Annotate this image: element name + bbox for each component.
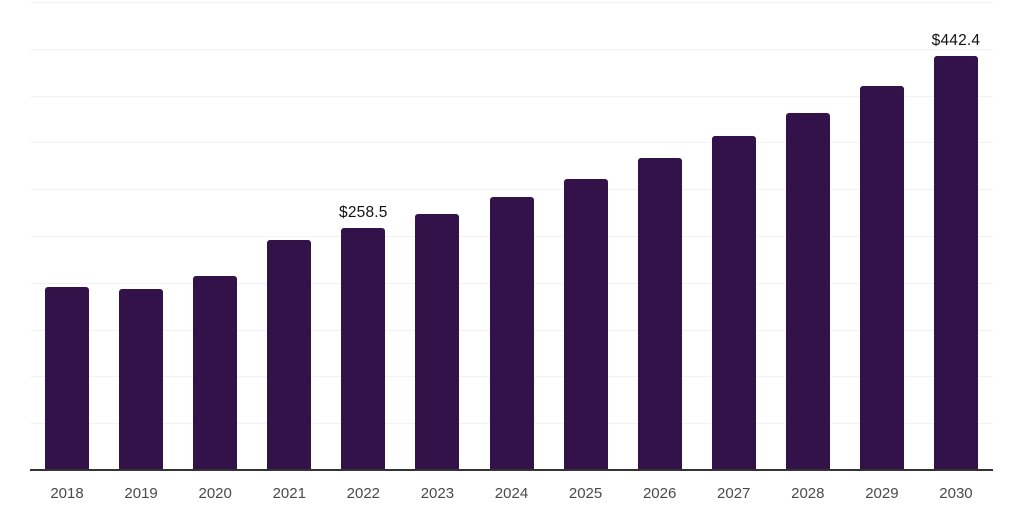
bar-2024[interactable] [489,197,534,470]
bar-2026[interactable] [637,158,682,470]
x-tick-2029: 2029 [865,485,899,502]
gridline-450 [30,48,993,50]
bar-2025[interactable] [563,178,608,470]
x-tick-2019: 2019 [124,485,158,502]
x-tick-2024: 2024 [494,485,529,502]
data-label-2022: $258.5 [339,204,388,222]
bar-2022[interactable] [341,228,386,470]
x-tick-2028: 2028 [791,485,825,502]
bar-2019[interactable] [119,288,164,470]
x-tick-2026: 2026 [642,485,677,502]
x-tick-2022: 2022 [346,485,381,502]
data-label-2030: $442.4 [931,31,981,49]
bar-2020[interactable] [193,276,238,470]
x-axis-line [30,469,993,471]
gridline-300 [30,189,993,191]
plot-area: $258.5 $442.4 [30,2,993,470]
bar-2021[interactable] [267,239,312,470]
gridline-400 [30,95,993,97]
x-tick-2025: 2025 [568,485,603,502]
x-tick-2021: 2021 [272,485,306,502]
bar-2018[interactable] [45,287,90,470]
x-tick-2018: 2018 [50,485,84,502]
bar-2027[interactable] [711,135,756,470]
bar-2028[interactable] [785,113,830,470]
bar-2023[interactable] [415,213,460,470]
x-tick-2023: 2023 [420,485,455,502]
bar-2030[interactable] [933,55,978,470]
x-tick-2030: 2030 [939,485,973,502]
x-tick-2027: 2027 [717,485,751,502]
bar-2029[interactable] [859,85,904,470]
x-tick-2020: 2020 [198,485,232,502]
gridline-500 [30,2,993,3]
gridline-350 [30,142,993,144]
